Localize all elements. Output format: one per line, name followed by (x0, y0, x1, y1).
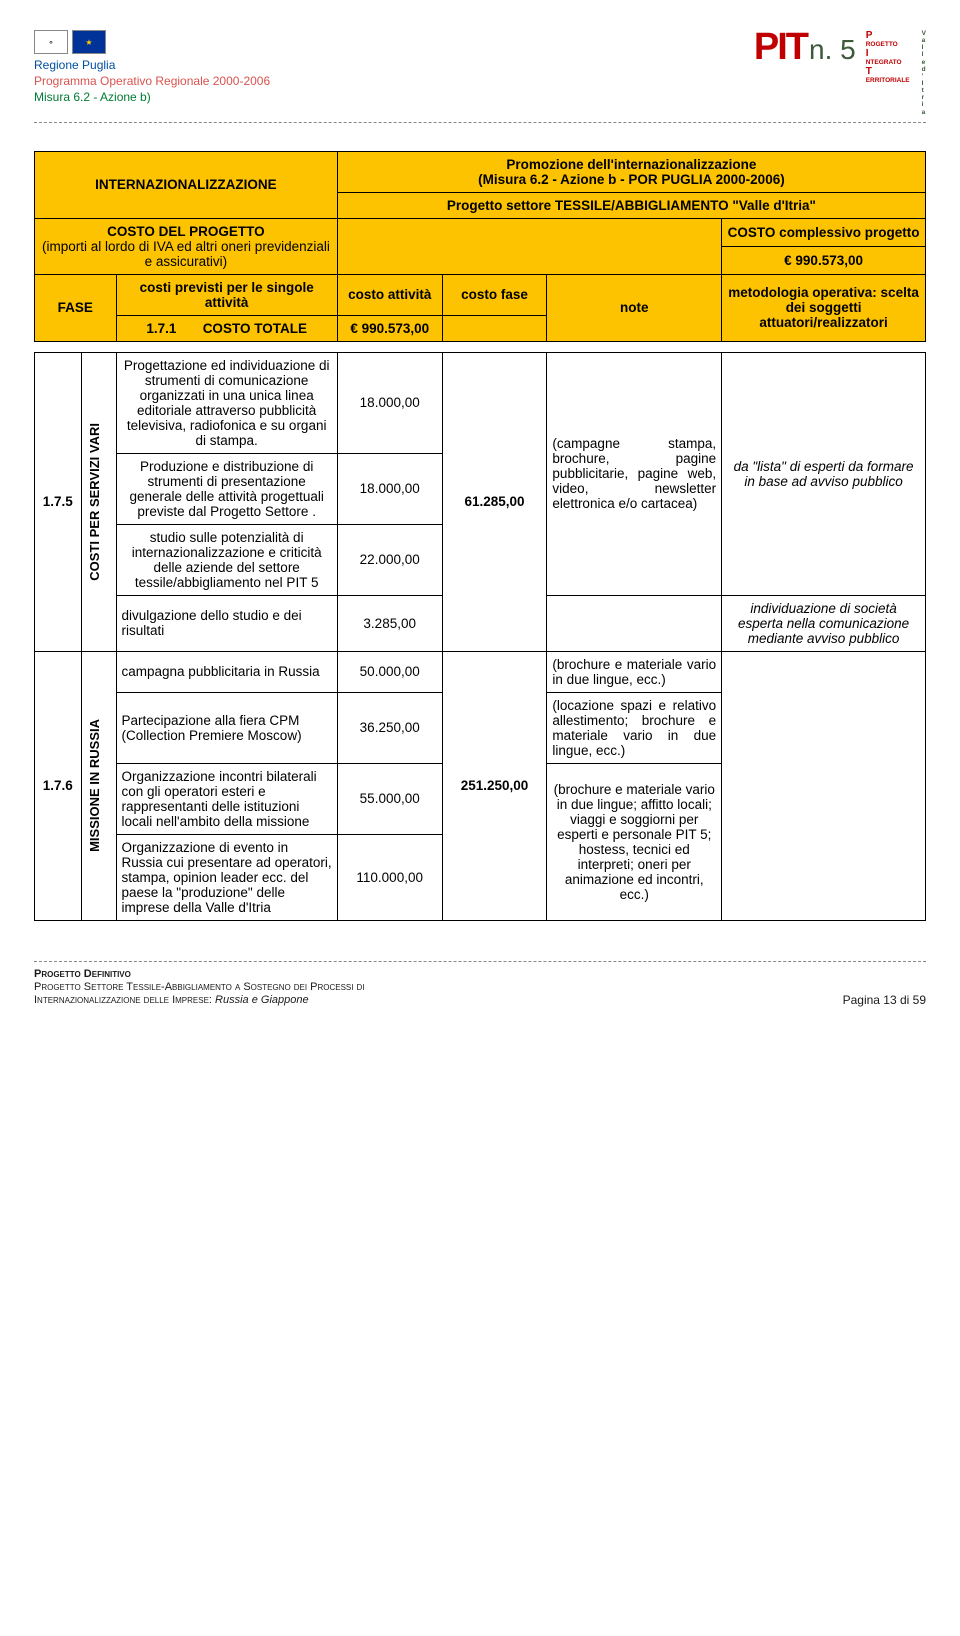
footer-l3a: Internazionalizzazione delle Imprese: (34, 994, 212, 1006)
row-176-2-val: 55.000,00 (337, 763, 442, 834)
row-176-method (722, 651, 926, 920)
row-176-1-val: 36.250,00 (337, 692, 442, 763)
header-program: Programma Operativo Regionale 2000-2006 (34, 74, 270, 88)
row-176-1-desc: Partecipazione alla fiera CPM (Collectio… (116, 692, 337, 763)
hdr-costo-progetto: COSTO DEL PROGETTO (importi al lordo di … (35, 218, 338, 274)
row-176-note-merged: (brochure e materiale vario in due lingu… (547, 763, 722, 920)
row-176-0-val: 50.000,00 (337, 651, 442, 692)
hdr-costo-complessivo-lbl: COSTO complessivo progetto (722, 218, 926, 246)
hdr-metodologia: metodologia operativa: scelta dei sogget… (722, 274, 926, 341)
row-176-1-note: (locazione spazi e relativo allestimento… (547, 692, 722, 763)
footer-left: Progetto Definitivo Progetto Settore Tes… (34, 968, 365, 1008)
row-176-vlabel: MISSIONE IN RUSSIA (87, 719, 102, 852)
row-175-3-desc: divulgazione dello studio e dei risultat… (116, 595, 337, 651)
row-175-vlabel: COSTI PER SERVIZI VARI (87, 423, 102, 581)
header-flags: ⚬ ★ (34, 30, 270, 54)
row-171-fase (442, 315, 547, 341)
row-176-3-val: 110.000,00 (337, 834, 442, 920)
pit-number: n. 5 (809, 37, 856, 62)
row-176-num: 1.7.6 (35, 651, 82, 920)
row-175-0-desc: Progettazione ed individuazione di strum… (116, 352, 337, 453)
header-region: Regione Puglia (34, 58, 270, 72)
row-175-1-desc: Produzione e distribuzione di strumenti … (116, 453, 337, 524)
row-176-fase-total: 251.250,00 (442, 651, 547, 920)
footer-l3b: Russia e Giappone (215, 994, 309, 1006)
footer-page: Pagina 13 di 59 (843, 993, 926, 1007)
page-header: ⚬ ★ Regione Puglia Programma Operativo R… (34, 30, 926, 116)
hdr-internazionalizzazione: INTERNAZIONALIZZAZIONE (35, 151, 338, 218)
row-176-0-note: (brochure e materiale vario in due lingu… (547, 651, 722, 692)
row-175-vlabel-cell: COSTI PER SERVIZI VARI (81, 352, 116, 651)
footer-l1: Progetto Definitivo (34, 968, 365, 981)
hdr-note: note (547, 274, 722, 341)
eu-flag-icon: ★ (72, 30, 106, 54)
hdr-fase: FASE (35, 274, 117, 341)
hdr-costo-attivita: costo attività (337, 274, 442, 315)
hdr-costo-fase: costo fase (442, 274, 547, 315)
row-175-2-desc: studio sulle potenzialità di internazion… (116, 524, 337, 595)
row-176-0-desc: campagna pubblicitaria in Russia (116, 651, 337, 692)
hdr-empty (337, 218, 721, 274)
row-175-fase-total: 61.285,00 (442, 352, 547, 651)
pit-logo: PIT n. 5 PROGETTO INTEGRATO TERRITORIALE… (754, 30, 926, 116)
hdr-progetto-settore: Progetto settore TESSILE/ABBIGLIAMENTO "… (337, 192, 925, 218)
region-flag-icon: ⚬ (34, 30, 68, 54)
row-175-1-val: 18.000,00 (337, 453, 442, 524)
footer-l2: Progetto Settore Tessile-Abbigliamento a… (34, 981, 365, 994)
hdr-promozione: Promozione dell'internazionalizzazione (… (337, 151, 925, 192)
summary-table: INTERNAZIONALIZZAZIONE Promozione dell'i… (34, 151, 926, 342)
hdr-costi-previsti: costi previsti per le singole attività (116, 274, 337, 315)
row-175-3-val: 3.285,00 (337, 595, 442, 651)
row-175-note1: (campagne stampa, brochure, pagine pubbl… (547, 352, 722, 595)
hdr-costo-complessivo-val: € 990.573,00 (722, 246, 926, 274)
page-footer: Progetto Definitivo Progetto Settore Tes… (34, 968, 926, 1008)
row-175-method2: individuazione di società esperta nella … (722, 595, 926, 651)
page: ⚬ ★ Regione Puglia Programma Operativo R… (0, 0, 960, 1027)
pit-side-text: Valle d'Itria (922, 30, 926, 116)
row-175-2-val: 22.000,00 (337, 524, 442, 595)
row-175-num: 1.7.5 (35, 352, 82, 651)
pit-acronym: PROGETTO INTEGRATO TERRITORIALE (866, 30, 910, 84)
pit-label: PIT (754, 30, 807, 64)
footer-divider (34, 961, 926, 962)
table-gap (34, 342, 926, 352)
row-176-2-desc: Organizzazione incontri bilaterali con g… (116, 763, 337, 834)
detail-table: 1.7.5 COSTI PER SERVIZI VARI Progettazio… (34, 352, 926, 921)
row-175-3-note (547, 595, 722, 651)
row-176-vlabel-cell: MISSIONE IN RUSSIA (81, 651, 116, 920)
row-175-method1: da "lista" di esperti da formare in base… (722, 352, 926, 595)
row-171-desc: 1.7.1 COSTO TOTALE (116, 315, 337, 341)
row-176-3-desc: Organizzazione di evento in Russia cui p… (116, 834, 337, 920)
row-175-0-val: 18.000,00 (337, 352, 442, 453)
row-171-val: € 990.573,00 (337, 315, 442, 341)
header-misura: Misura 6.2 - Azione b) (34, 90, 270, 104)
header-divider (34, 122, 926, 123)
header-left: ⚬ ★ Regione Puglia Programma Operativo R… (34, 30, 270, 104)
